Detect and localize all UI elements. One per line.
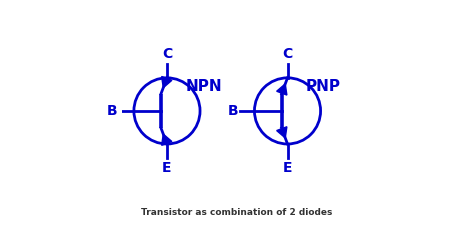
Polygon shape [162, 76, 172, 88]
Text: B: B [107, 104, 118, 118]
Text: E: E [283, 161, 292, 174]
Text: PNP: PNP [306, 79, 341, 94]
Polygon shape [277, 127, 287, 138]
Text: C: C [283, 47, 292, 61]
Text: B: B [228, 104, 238, 118]
Polygon shape [277, 84, 287, 95]
Text: C: C [162, 47, 172, 61]
Text: Transistor as combination of 2 diodes: Transistor as combination of 2 diodes [141, 207, 333, 216]
Text: E: E [162, 161, 172, 174]
Text: NPN: NPN [185, 79, 222, 94]
Polygon shape [162, 134, 172, 145]
